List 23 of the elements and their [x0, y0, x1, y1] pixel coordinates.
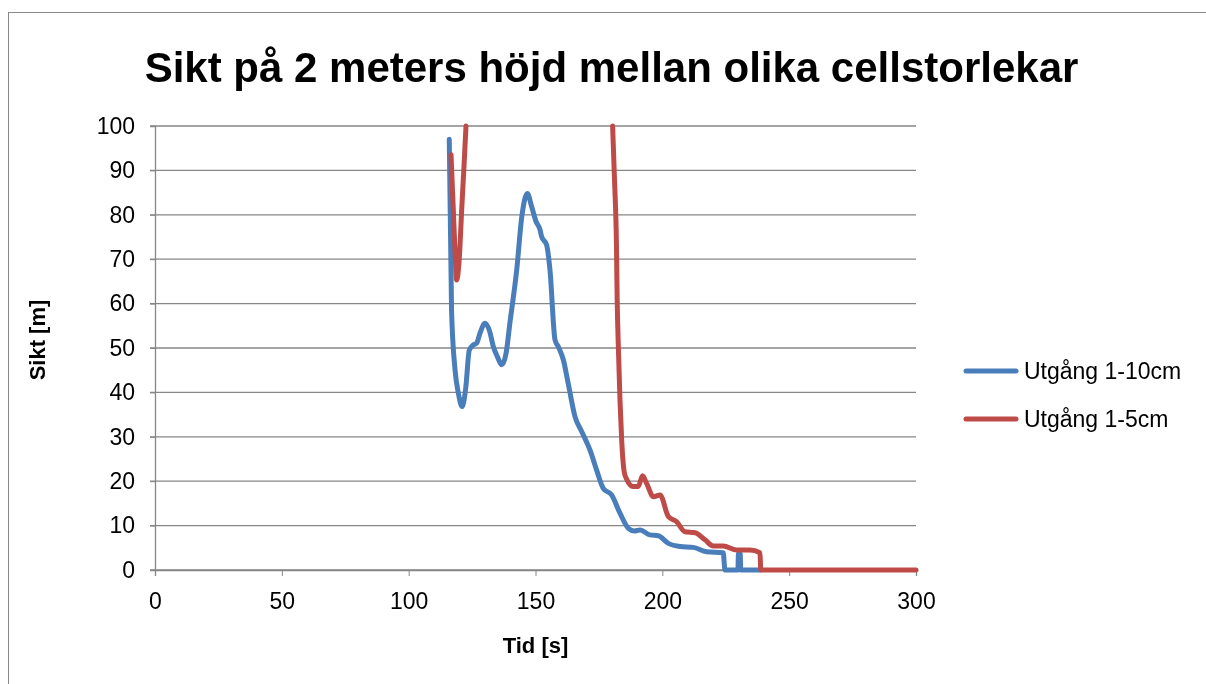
chart-title: Sikt på 2 meters höjd mellan olika cellstorlekar	[144, 44, 1079, 91]
x-tick-label: 100	[389, 588, 429, 615]
legend-label: Utgång 1-10cm	[1024, 358, 1182, 384]
y-tick-label: 20	[109, 468, 135, 495]
y-axis-title: Sikt [m]	[25, 299, 50, 381]
y-tick-label: 0	[122, 556, 135, 583]
x-tick-label: 200	[643, 588, 683, 615]
x-axis-title: Tid [s]	[502, 633, 569, 658]
y-tick-label: 80	[109, 201, 135, 228]
x-tick-label: 250	[770, 588, 809, 615]
y-tick-label: 60	[109, 290, 135, 317]
x-tick-label: 50	[269, 588, 296, 615]
x-tick-label: 0	[149, 588, 162, 615]
y-tick-label: 10	[109, 512, 135, 539]
y-tick-label: 30	[109, 423, 135, 450]
y-tick-label: 100	[96, 112, 135, 139]
legend-label: Utgång 1-5cm	[1024, 406, 1169, 432]
y-tick-label: 90	[109, 157, 135, 184]
y-tick-label: 40	[109, 379, 135, 406]
x-tick-label: 300	[897, 588, 936, 615]
x-tick-label: 150	[516, 588, 556, 615]
y-tick-label: 50	[109, 334, 135, 361]
y-tick-label: 70	[109, 246, 135, 273]
